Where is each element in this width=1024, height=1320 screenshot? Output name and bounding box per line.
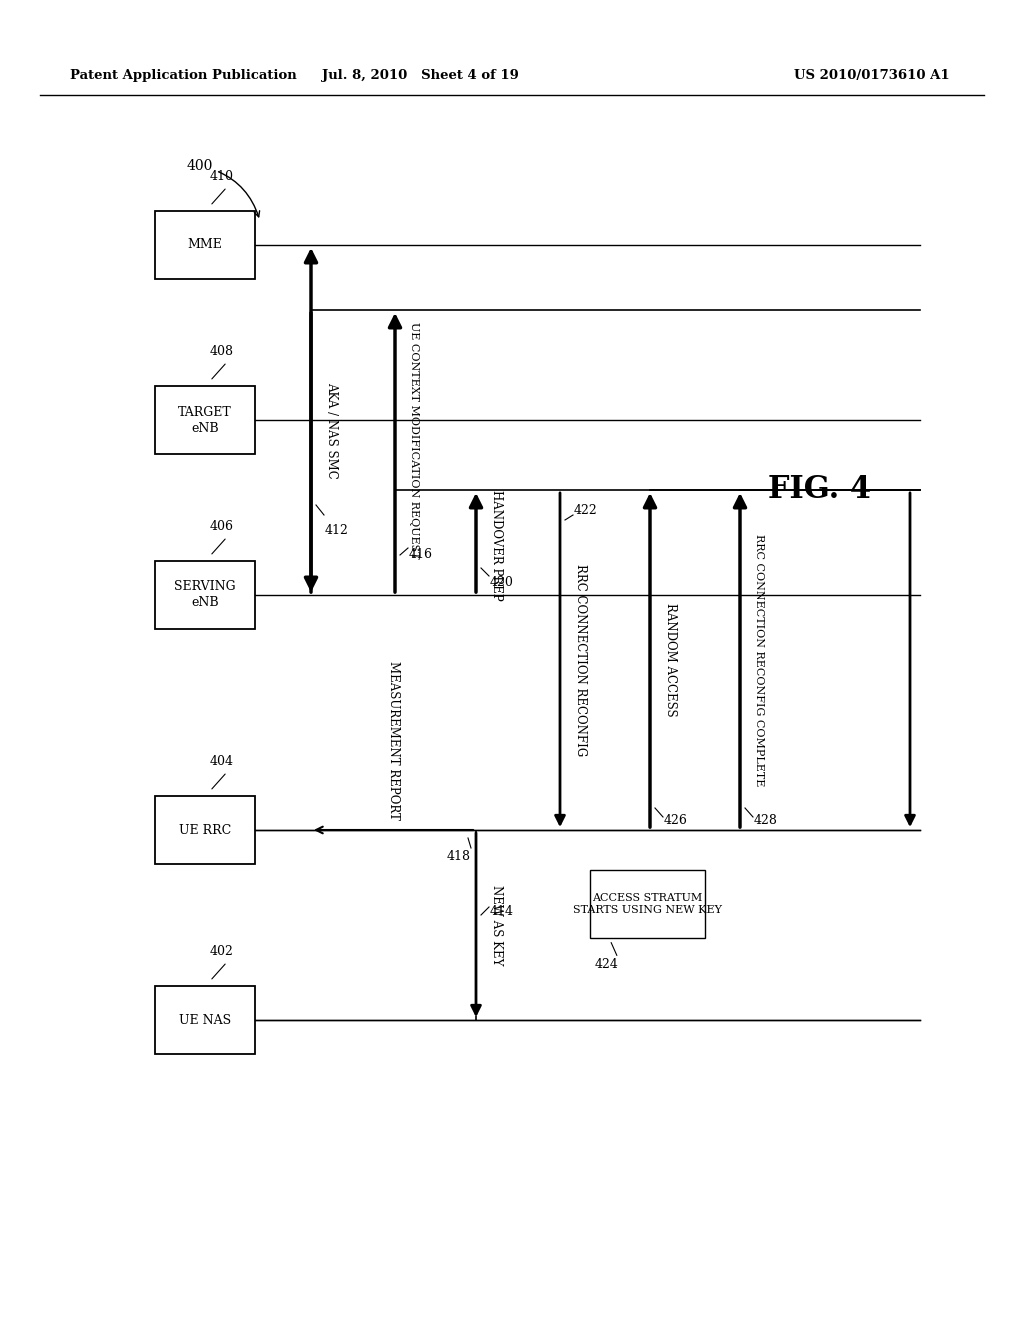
Text: UE NAS: UE NAS	[179, 1014, 231, 1027]
Bar	[155, 211, 255, 279]
Text: FIG. 4: FIG. 4	[768, 474, 871, 506]
Text: UE RRC: UE RRC	[179, 824, 231, 837]
Text: 426: 426	[664, 813, 688, 826]
Text: 406: 406	[210, 520, 234, 533]
Text: RRC CONNECTION RECONFIG: RRC CONNECTION RECONFIG	[574, 564, 587, 756]
Text: AKA / NAS SMC: AKA / NAS SMC	[325, 381, 338, 478]
Text: NEW AS KEY: NEW AS KEY	[490, 884, 503, 965]
Text: RANDOM ACCESS: RANDOM ACCESS	[664, 603, 677, 717]
Text: 414: 414	[490, 906, 514, 917]
Text: UE CONTEXT MODIFICATION REQUEST: UE CONTEXT MODIFICATION REQUEST	[409, 322, 419, 558]
Text: 424: 424	[595, 958, 618, 972]
Text: SERVING
eNB: SERVING eNB	[174, 581, 236, 610]
Text: MEASUREMENT REPORT: MEASUREMENT REPORT	[387, 661, 400, 820]
Text: 410: 410	[210, 170, 234, 183]
Text: Patent Application Publication: Patent Application Publication	[70, 69, 297, 82]
Text: US 2010/0173610 A1: US 2010/0173610 A1	[795, 69, 950, 82]
Text: 400: 400	[186, 158, 260, 216]
Text: 418: 418	[447, 850, 471, 863]
Text: HANDOVER PREP: HANDOVER PREP	[490, 490, 503, 601]
Text: 422: 422	[574, 503, 598, 516]
Text: 408: 408	[210, 345, 234, 358]
Bar	[155, 385, 255, 454]
Text: 404: 404	[210, 755, 234, 768]
Text: ACCESS STRATUM
STARTS USING NEW KEY: ACCESS STRATUM STARTS USING NEW KEY	[573, 892, 722, 915]
Bar	[155, 561, 255, 630]
Text: RRC CONNECTION RECONFIG COMPLETE: RRC CONNECTION RECONFIG COMPLETE	[754, 533, 764, 787]
Bar	[155, 796, 255, 865]
Text: 420: 420	[490, 577, 514, 590]
Bar	[155, 986, 255, 1053]
Text: 412: 412	[325, 524, 349, 536]
Text: Jul. 8, 2010   Sheet 4 of 19: Jul. 8, 2010 Sheet 4 of 19	[322, 69, 518, 82]
Text: 402: 402	[210, 945, 233, 958]
Text: 416: 416	[409, 549, 433, 561]
Text: MME: MME	[187, 239, 222, 252]
Bar	[590, 870, 705, 939]
Text: TARGET
eNB: TARGET eNB	[178, 405, 231, 434]
Text: 428: 428	[754, 813, 778, 826]
